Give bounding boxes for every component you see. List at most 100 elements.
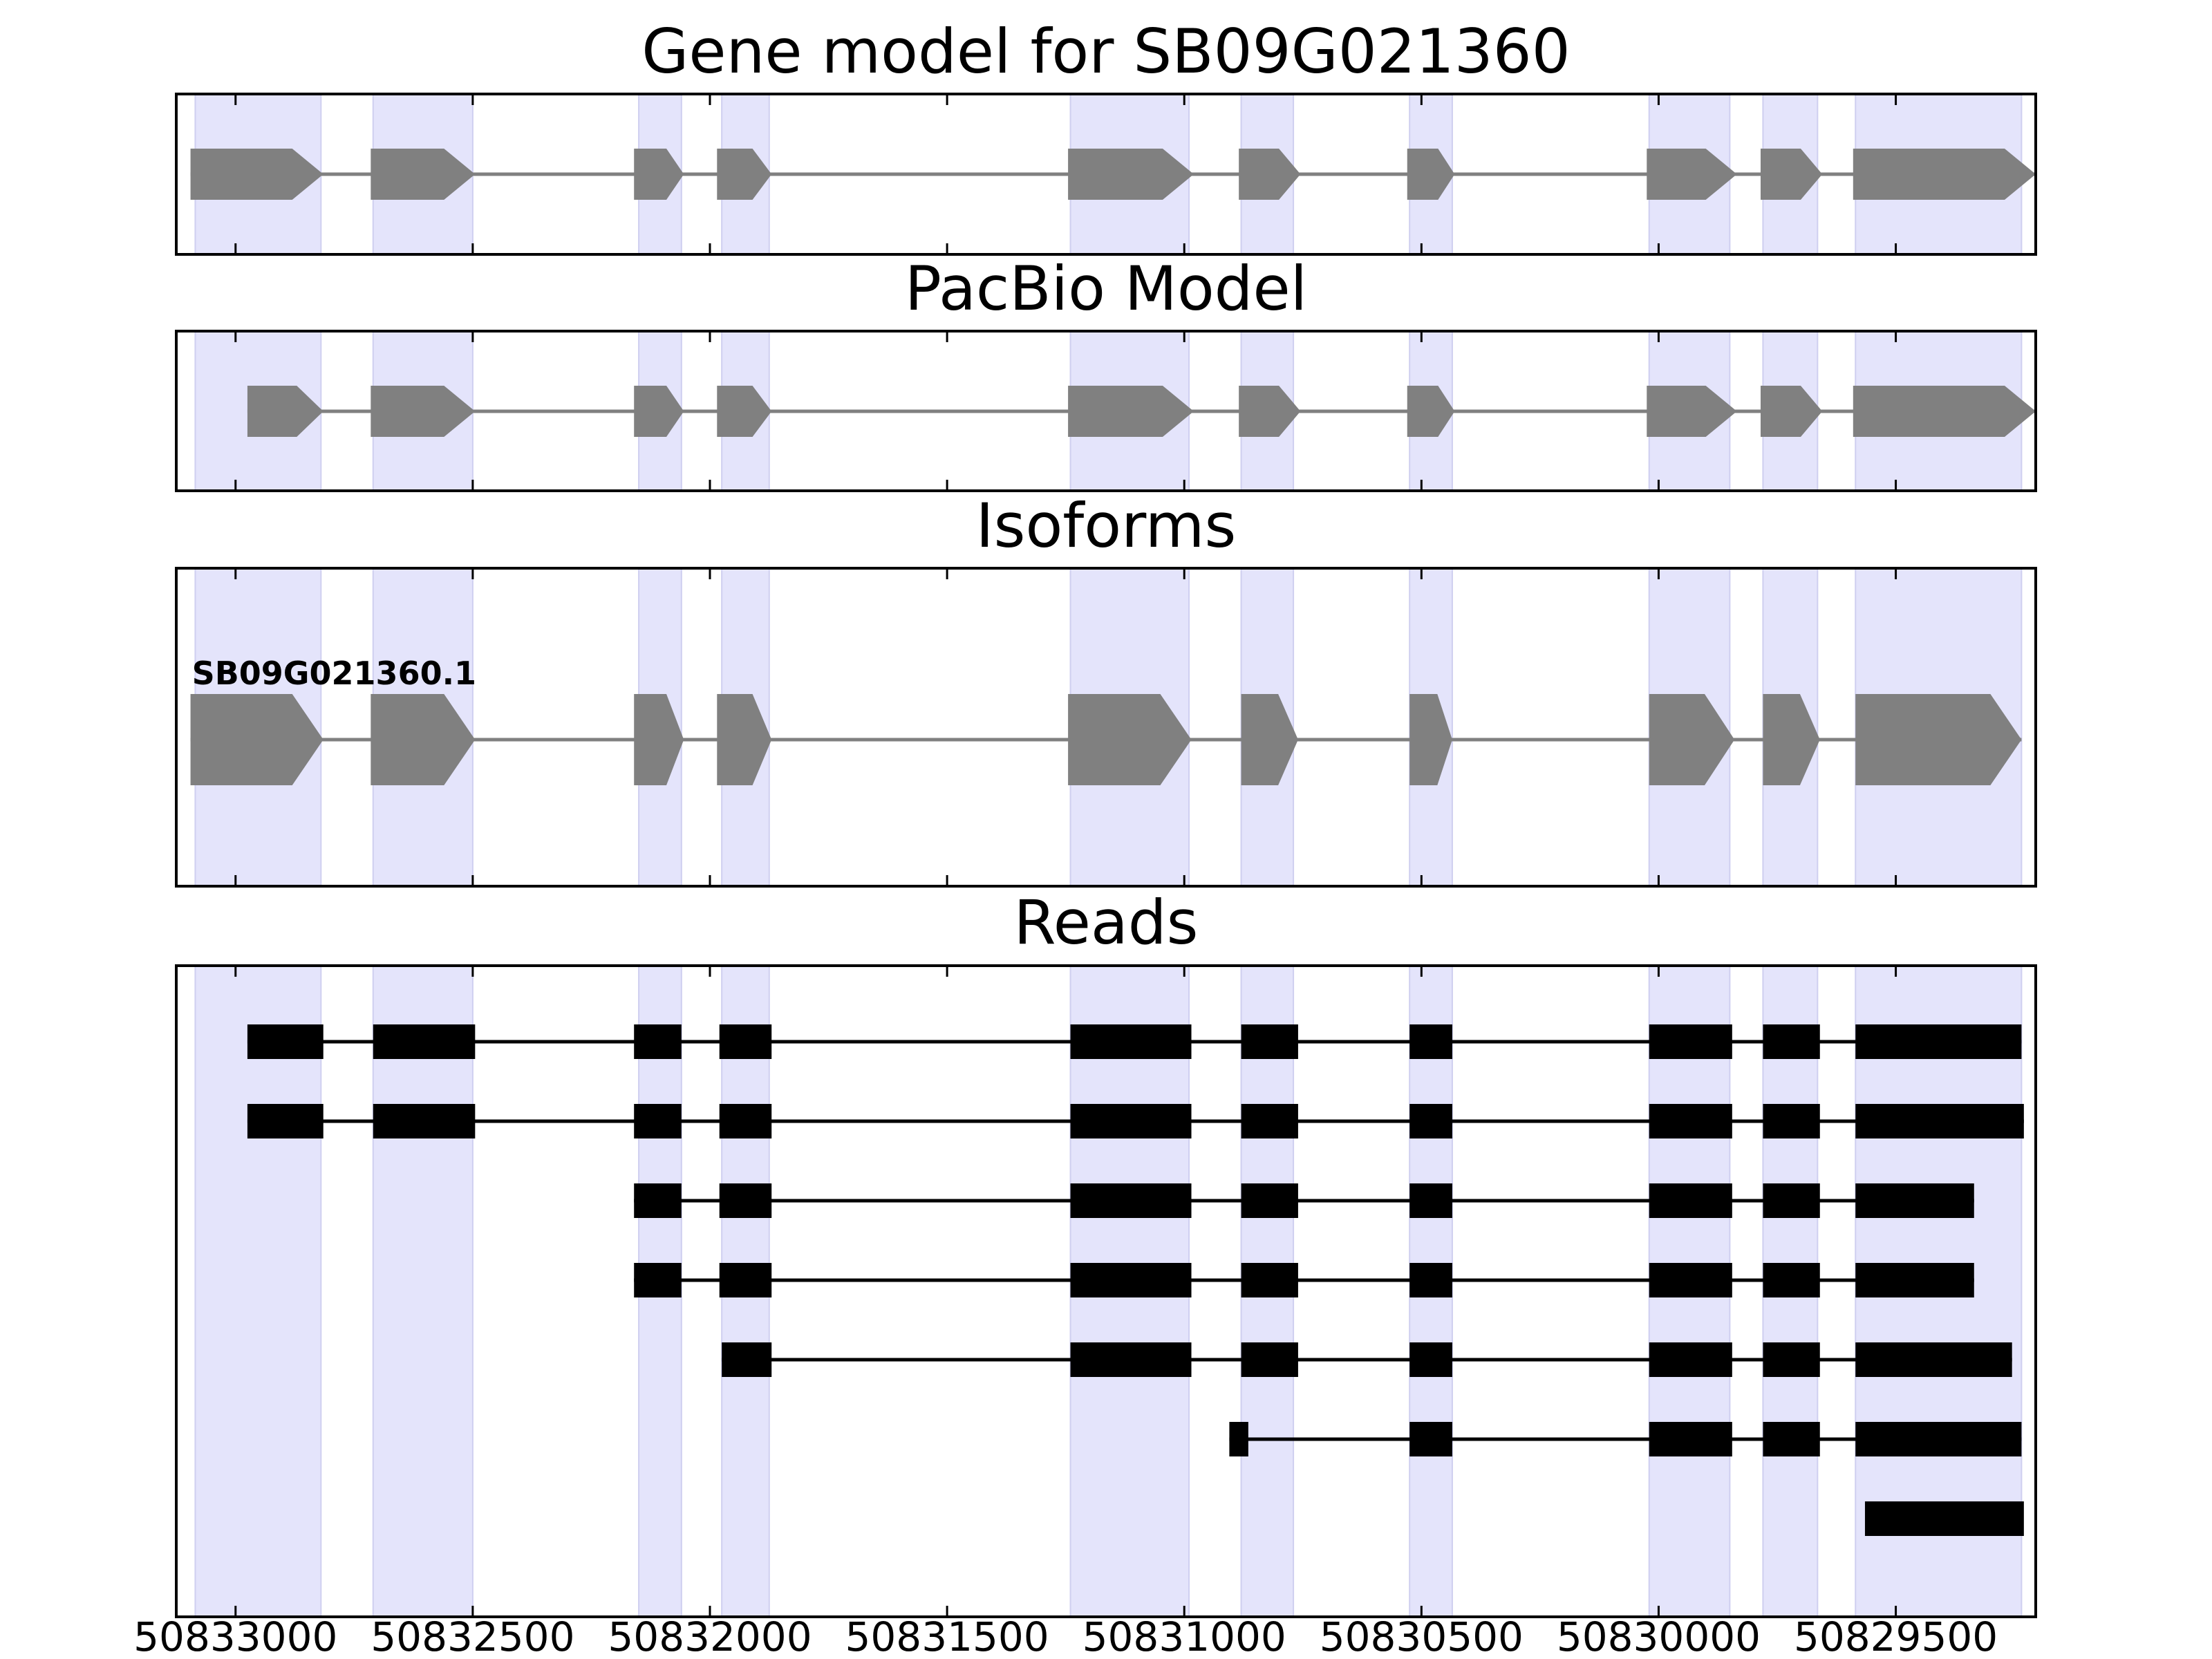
read-block — [1649, 1422, 1732, 1456]
exon-arrow — [1068, 386, 1194, 437]
read-block — [1649, 1104, 1732, 1138]
x-tick-label: 50829500 — [1794, 1613, 1998, 1659]
read-track — [1229, 1422, 2022, 1456]
pacbio-model-title: PacBio Model — [905, 253, 1307, 324]
exon-arrow — [1649, 694, 1735, 785]
exon-arrow — [1407, 386, 1455, 437]
x-tick-label: 50830000 — [1557, 1613, 1761, 1659]
exon-arrow — [371, 694, 476, 785]
gene-model-panel — [175, 93, 2037, 256]
read-block — [1241, 1104, 1298, 1138]
exon-arrow — [371, 386, 476, 437]
read-block — [373, 1024, 476, 1059]
read-block — [1649, 1183, 1732, 1218]
read-block — [1855, 1024, 2022, 1059]
read-track — [722, 1342, 2012, 1377]
panel-frame — [175, 964, 2037, 1618]
read-track — [1864, 1501, 2024, 1536]
read-block — [247, 1024, 324, 1059]
read-block — [1763, 1104, 1820, 1138]
exon-arrow — [634, 694, 684, 785]
gene-model-title: Gene model for SB09G021360 — [641, 16, 1571, 87]
read-block — [719, 1104, 772, 1138]
exon-arrow — [634, 149, 684, 200]
exon-arrow — [1763, 694, 1820, 785]
exon-arrow — [1855, 694, 2022, 785]
read-block — [1070, 1104, 1192, 1138]
read-block — [1241, 1263, 1298, 1297]
read-block — [634, 1263, 682, 1297]
read-block — [1409, 1104, 1452, 1138]
read-block — [719, 1263, 772, 1297]
read-block — [1855, 1342, 2012, 1377]
exon-band — [372, 965, 474, 1618]
panel-frame — [175, 330, 2037, 492]
read-block — [373, 1104, 476, 1138]
read-block — [247, 1104, 324, 1138]
read-block — [1763, 1024, 1820, 1059]
reads-panel — [175, 964, 2037, 1618]
read-block — [1409, 1422, 1452, 1456]
read-block — [1855, 1422, 2022, 1456]
exon-arrow — [190, 694, 324, 785]
read-track — [247, 1104, 2024, 1138]
read-block — [719, 1183, 772, 1218]
read-block — [1864, 1501, 2024, 1536]
exon-arrow — [634, 386, 684, 437]
read-block — [722, 1342, 772, 1377]
read-block — [634, 1183, 682, 1218]
read-block — [1229, 1422, 1248, 1456]
read-block — [1763, 1183, 1820, 1218]
exon-arrow — [190, 149, 324, 200]
exon-arrow — [1068, 694, 1192, 785]
exon-arrow — [1853, 386, 2036, 437]
x-tick-label: 50832000 — [608, 1613, 812, 1659]
read-block — [1409, 1263, 1452, 1297]
reads-title: Reads — [1014, 887, 1199, 958]
read-block — [1409, 1342, 1452, 1377]
read-block — [1649, 1263, 1732, 1297]
exon-arrow — [717, 694, 772, 785]
read-block — [1409, 1024, 1452, 1059]
read-track — [247, 1024, 2022, 1059]
read-block — [1763, 1342, 1820, 1377]
read-block — [1241, 1024, 1298, 1059]
exon-band — [194, 965, 322, 1618]
isoforms-panel: SB09G021360.1 — [175, 567, 2037, 888]
read-track — [634, 1183, 1974, 1218]
read-block — [1241, 1183, 1298, 1218]
exon-arrow — [1647, 149, 1737, 200]
x-tick-label: 50830500 — [1320, 1613, 1524, 1659]
read-block — [1070, 1263, 1192, 1297]
exon-arrow — [717, 149, 772, 200]
exon-arrow — [247, 386, 324, 437]
read-track — [634, 1263, 1974, 1297]
read-block — [1855, 1263, 1974, 1297]
read-block — [1649, 1342, 1732, 1377]
read-block — [634, 1024, 682, 1059]
exon-arrow — [1853, 149, 2036, 200]
exon-arrow — [1407, 149, 1455, 200]
x-tick-label: 50833000 — [133, 1613, 337, 1659]
read-block — [634, 1104, 682, 1138]
exon-arrow — [1239, 149, 1301, 200]
read-block — [1409, 1183, 1452, 1218]
read-block — [1763, 1422, 1820, 1456]
isoform-label: SB09G021360.1 — [192, 655, 476, 692]
isoforms-title: Isoforms — [976, 490, 1237, 561]
panel-frame — [175, 93, 2037, 256]
read-block — [1763, 1263, 1820, 1297]
exon-arrow — [1068, 149, 1194, 200]
exon-arrow — [1647, 386, 1737, 437]
exon-arrow — [371, 149, 476, 200]
read-block — [1855, 1104, 2024, 1138]
read-block — [1070, 1183, 1192, 1218]
exon-arrow — [1760, 386, 1823, 437]
x-tick-label: 50831000 — [1082, 1613, 1286, 1659]
panel-frame — [175, 567, 2037, 888]
exon-arrow — [1760, 149, 1823, 200]
read-block — [1855, 1183, 1974, 1218]
x-tick-label: 50831500 — [845, 1613, 1049, 1659]
read-block — [1241, 1342, 1298, 1377]
